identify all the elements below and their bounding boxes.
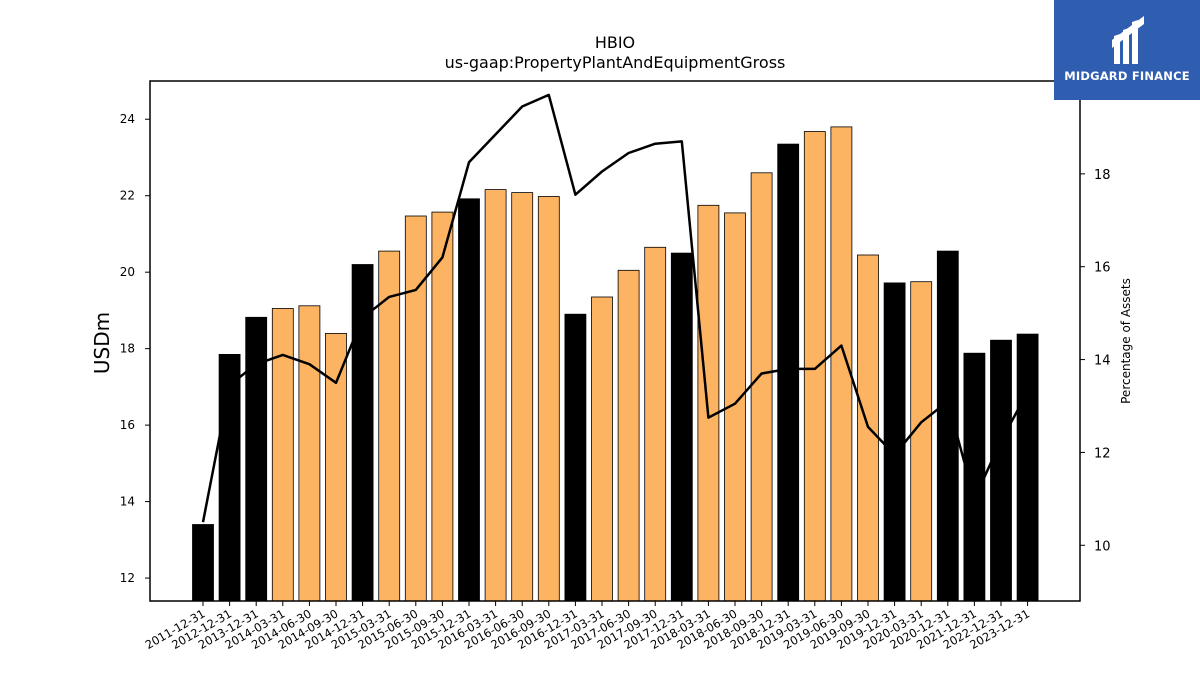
bar xyxy=(271,308,294,602)
bar xyxy=(830,126,853,602)
bar xyxy=(990,339,1012,602)
bar xyxy=(564,313,587,602)
bar xyxy=(537,196,560,602)
chart-subtitle: us-gaap:PropertyPlantAndEquipmentGross xyxy=(445,53,786,72)
plot-area: 1214161820222410121416182011-12-312012-1… xyxy=(120,80,1111,652)
y-tick-label: 24 xyxy=(120,112,135,126)
bar xyxy=(777,143,800,602)
y2-tick-label: 14 xyxy=(1094,354,1111,369)
bar xyxy=(431,211,454,602)
bar xyxy=(511,192,534,602)
brand-name: MIDGARD FINANCE xyxy=(1064,69,1190,83)
chart-title: HBIO xyxy=(595,33,635,52)
bar xyxy=(963,352,986,602)
bar xyxy=(670,252,693,602)
bar xyxy=(351,264,374,602)
bar xyxy=(1016,333,1039,602)
bar xyxy=(484,189,507,602)
bar xyxy=(644,246,667,602)
bar xyxy=(697,204,720,602)
y2-tick-label: 16 xyxy=(1094,261,1111,276)
bar xyxy=(803,131,826,602)
bar xyxy=(591,296,613,602)
bar xyxy=(325,332,347,602)
plot-frame xyxy=(149,80,1081,602)
bar xyxy=(245,316,268,602)
y2-tick-label: 10 xyxy=(1094,539,1111,554)
bar xyxy=(404,215,427,602)
y-tick-label: 18 xyxy=(120,342,135,356)
y-axis-label: USDm xyxy=(90,312,114,374)
bar xyxy=(192,524,214,602)
bar xyxy=(750,172,773,602)
bar xyxy=(458,198,480,602)
bar xyxy=(883,282,906,602)
y-tick-label: 14 xyxy=(120,495,135,509)
bar xyxy=(298,305,321,602)
y2-tick-label: 18 xyxy=(1094,168,1111,183)
percentage-line xyxy=(201,93,1029,523)
y2-tick-label: 12 xyxy=(1094,446,1111,461)
y-tick-label: 20 xyxy=(120,265,135,279)
bar xyxy=(910,281,933,602)
y-tick-label: 12 xyxy=(120,571,135,585)
bar xyxy=(617,269,640,602)
y-tick-label: 22 xyxy=(120,189,135,203)
y-tick-label: 16 xyxy=(120,418,135,432)
y2-axis-label: Percentage of Assets xyxy=(1119,278,1133,404)
midgard-logo-icon xyxy=(1112,16,1144,64)
brand-logo: MIDGARD FINANCE xyxy=(1054,0,1200,100)
